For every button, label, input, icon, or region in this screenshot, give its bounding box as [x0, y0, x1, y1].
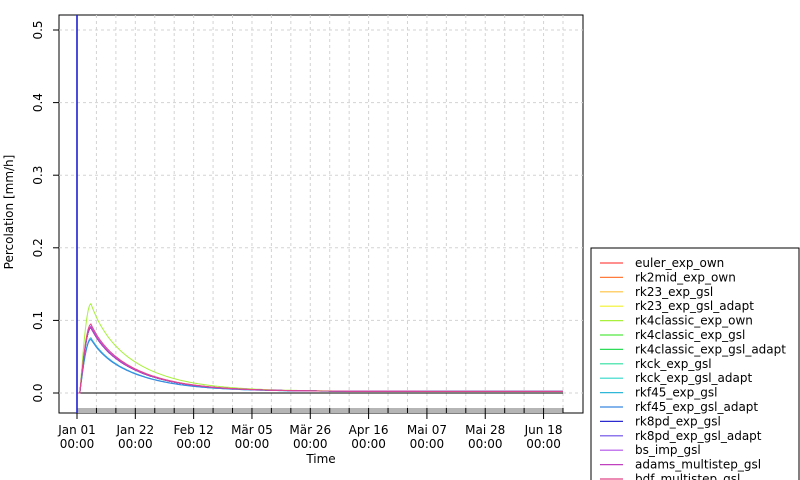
- x-tick-label: Jun 18: [524, 423, 563, 437]
- legend-entry: rk8pd_exp_gsl: [635, 414, 721, 428]
- y-tick-label: 0.1: [31, 311, 45, 330]
- y-tick-label: 0.0: [31, 383, 45, 402]
- x-tick-label: 00:00: [468, 437, 503, 451]
- x-tick-label: 00:00: [235, 437, 270, 451]
- plot-border: [58, 14, 584, 414]
- x-tick-label: Mär 26: [289, 423, 331, 437]
- plot-area: [58, 14, 584, 414]
- legend-entry: rkf45_exp_gsl_adapt: [635, 400, 758, 414]
- legend-entry: rkf45_exp_gsl: [635, 386, 717, 400]
- y-axis: 0.0 0.1 0.2 0.3 0.4 0.5: [31, 20, 59, 403]
- x-tick-label: 00:00: [410, 437, 445, 451]
- x-tick-label: Jan 01: [57, 423, 96, 437]
- y-axis-label: Percolation [mm/h]: [2, 155, 16, 270]
- x-tick-label: 00:00: [351, 437, 386, 451]
- legend-entry: adams_multistep_gsl: [635, 458, 761, 472]
- legend: euler_exp_ownrk2mid_exp_ownrk23_exp_gslr…: [590, 247, 800, 480]
- legend-box: [590, 247, 800, 480]
- x-tick-label: Apr 16: [349, 423, 389, 437]
- x-tick-label: 00:00: [526, 437, 561, 451]
- legend-entry: rkck_exp_gsl_adapt: [635, 371, 752, 385]
- x-tick-label: 00:00: [60, 437, 95, 451]
- y-tick-label: 0.2: [31, 238, 45, 257]
- legend-entry: rk23_exp_gsl: [635, 285, 713, 299]
- x-axis-label: Time: [305, 452, 335, 466]
- series-line-bdf_multistep_gsl: [77, 323, 563, 394]
- x-tick-label: 00:00: [293, 437, 328, 451]
- legend-entry: rk2mid_exp_own: [635, 270, 736, 284]
- y-tick-label: 0.4: [31, 93, 45, 112]
- legend-entry: rkck_exp_gsl: [635, 357, 712, 371]
- legend-entry: bdf_multistep_gsl: [635, 472, 740, 480]
- legend-entry: rk4classic_exp_gsl: [635, 328, 745, 342]
- legend-entry: euler_exp_own: [635, 256, 724, 270]
- legend-entry: rk23_exp_gsl_adapt: [635, 299, 754, 313]
- y-tick-label: 0.3: [31, 166, 45, 185]
- x-tick-label: Feb 12: [173, 423, 213, 437]
- date-band: [77, 408, 563, 413]
- y-tick-label: 0.5: [31, 20, 45, 39]
- x-tick-label: 00:00: [176, 437, 211, 451]
- legend-entry: bs_imp_gsl: [635, 443, 701, 457]
- x-tick-label: Mai 28: [465, 423, 505, 437]
- x-tick-label: Jan 22: [116, 423, 155, 437]
- x-tick-label: Mär 05: [231, 423, 273, 437]
- legend-entry: rk8pd_exp_gsl_adapt: [635, 429, 762, 443]
- x-tick-label: Mai 07: [407, 423, 447, 437]
- x-tick-label: 00:00: [118, 437, 153, 451]
- legend-entry: rk4classic_exp_own: [635, 314, 753, 328]
- legend-entry: rk4classic_exp_gsl_adapt: [635, 342, 786, 356]
